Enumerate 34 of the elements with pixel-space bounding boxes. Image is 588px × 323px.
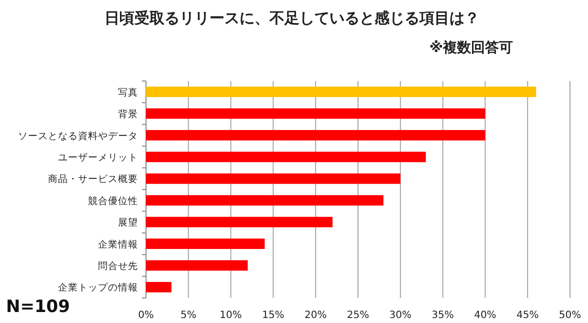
x-tick-label: 35% [432, 310, 454, 321]
bar [146, 260, 248, 271]
x-tick-label: 25% [346, 310, 370, 321]
x-tick-label: 50% [558, 310, 582, 321]
x-tick-label: 45% [516, 310, 539, 321]
y-tick-label: 背景 [118, 108, 138, 120]
y-tick-label: 商品・サービス概要 [48, 173, 138, 186]
y-tick-label: 企業情報 [98, 238, 138, 250]
bar [146, 152, 426, 162]
y-tick-label: 問合せ先 [98, 260, 138, 272]
bar [146, 108, 486, 119]
x-tick-label: 20% [304, 310, 327, 321]
y-tick-label: 競合優位性 [88, 194, 138, 207]
bar [146, 195, 384, 206]
y-tick-label: 写真 [118, 86, 138, 98]
bar [146, 173, 400, 184]
x-tick-label: 30% [389, 310, 412, 321]
x-tick-label: 0% [138, 310, 154, 321]
bar [146, 238, 265, 249]
chart-title: 日頃受取るリリースに、不足していると感じる項目は？ [104, 9, 480, 27]
chart-subtitle: ※複数回答可 [429, 39, 513, 56]
x-tick-label: 15% [262, 310, 284, 321]
text: N=109 [6, 297, 70, 317]
y-tick-label: ユーザーメリット [58, 152, 138, 164]
x-tick-label: 5% [180, 310, 196, 321]
x-tick-label: 10% [220, 310, 242, 321]
bar [146, 130, 486, 140]
y-tick-label: 企業トップの情報 [58, 282, 138, 294]
y-tick-label: ソースとなる資料やデータ [18, 130, 138, 142]
bar [146, 86, 536, 98]
bar [146, 282, 172, 292]
x-tick-label: 40% [474, 310, 496, 321]
bar [146, 216, 333, 228]
y-tick-label: 展望 [118, 216, 138, 229]
